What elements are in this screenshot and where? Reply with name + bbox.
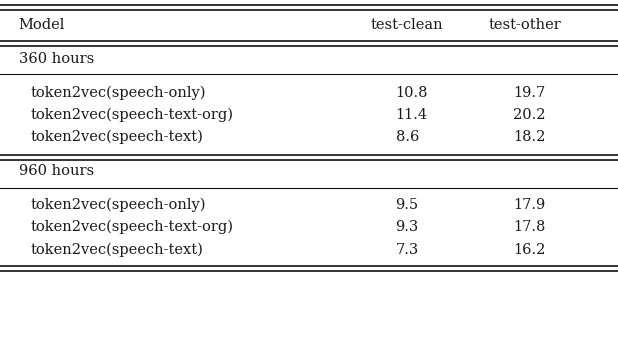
Text: token2vec(speech-text-org): token2vec(speech-text-org) (31, 108, 234, 122)
Text: 11.4: 11.4 (396, 108, 428, 122)
Text: 8.6: 8.6 (396, 130, 419, 144)
Text: token2vec(speech-text): token2vec(speech-text) (31, 243, 204, 257)
Text: token2vec(speech-only): token2vec(speech-only) (31, 198, 206, 212)
Text: Model: Model (19, 18, 65, 32)
Text: token2vec(speech-text): token2vec(speech-text) (31, 130, 204, 144)
Text: 17.9: 17.9 (513, 198, 545, 212)
Text: 19.7: 19.7 (513, 86, 545, 100)
Text: token2vec(speech-text-org): token2vec(speech-text-org) (31, 220, 234, 234)
Text: 360 hours: 360 hours (19, 52, 94, 66)
Text: 16.2: 16.2 (513, 243, 545, 257)
Text: 9.5: 9.5 (396, 198, 418, 212)
Text: 7.3: 7.3 (396, 243, 419, 257)
Text: 18.2: 18.2 (513, 130, 545, 144)
Text: 17.8: 17.8 (513, 220, 545, 234)
Text: test-clean: test-clean (371, 18, 444, 32)
Text: 960 hours: 960 hours (19, 164, 94, 178)
Text: 9.3: 9.3 (396, 220, 419, 234)
Text: test-other: test-other (488, 18, 561, 32)
Text: 10.8: 10.8 (396, 86, 428, 100)
Text: token2vec(speech-only): token2vec(speech-only) (31, 86, 206, 100)
Text: 20.2: 20.2 (513, 108, 546, 122)
